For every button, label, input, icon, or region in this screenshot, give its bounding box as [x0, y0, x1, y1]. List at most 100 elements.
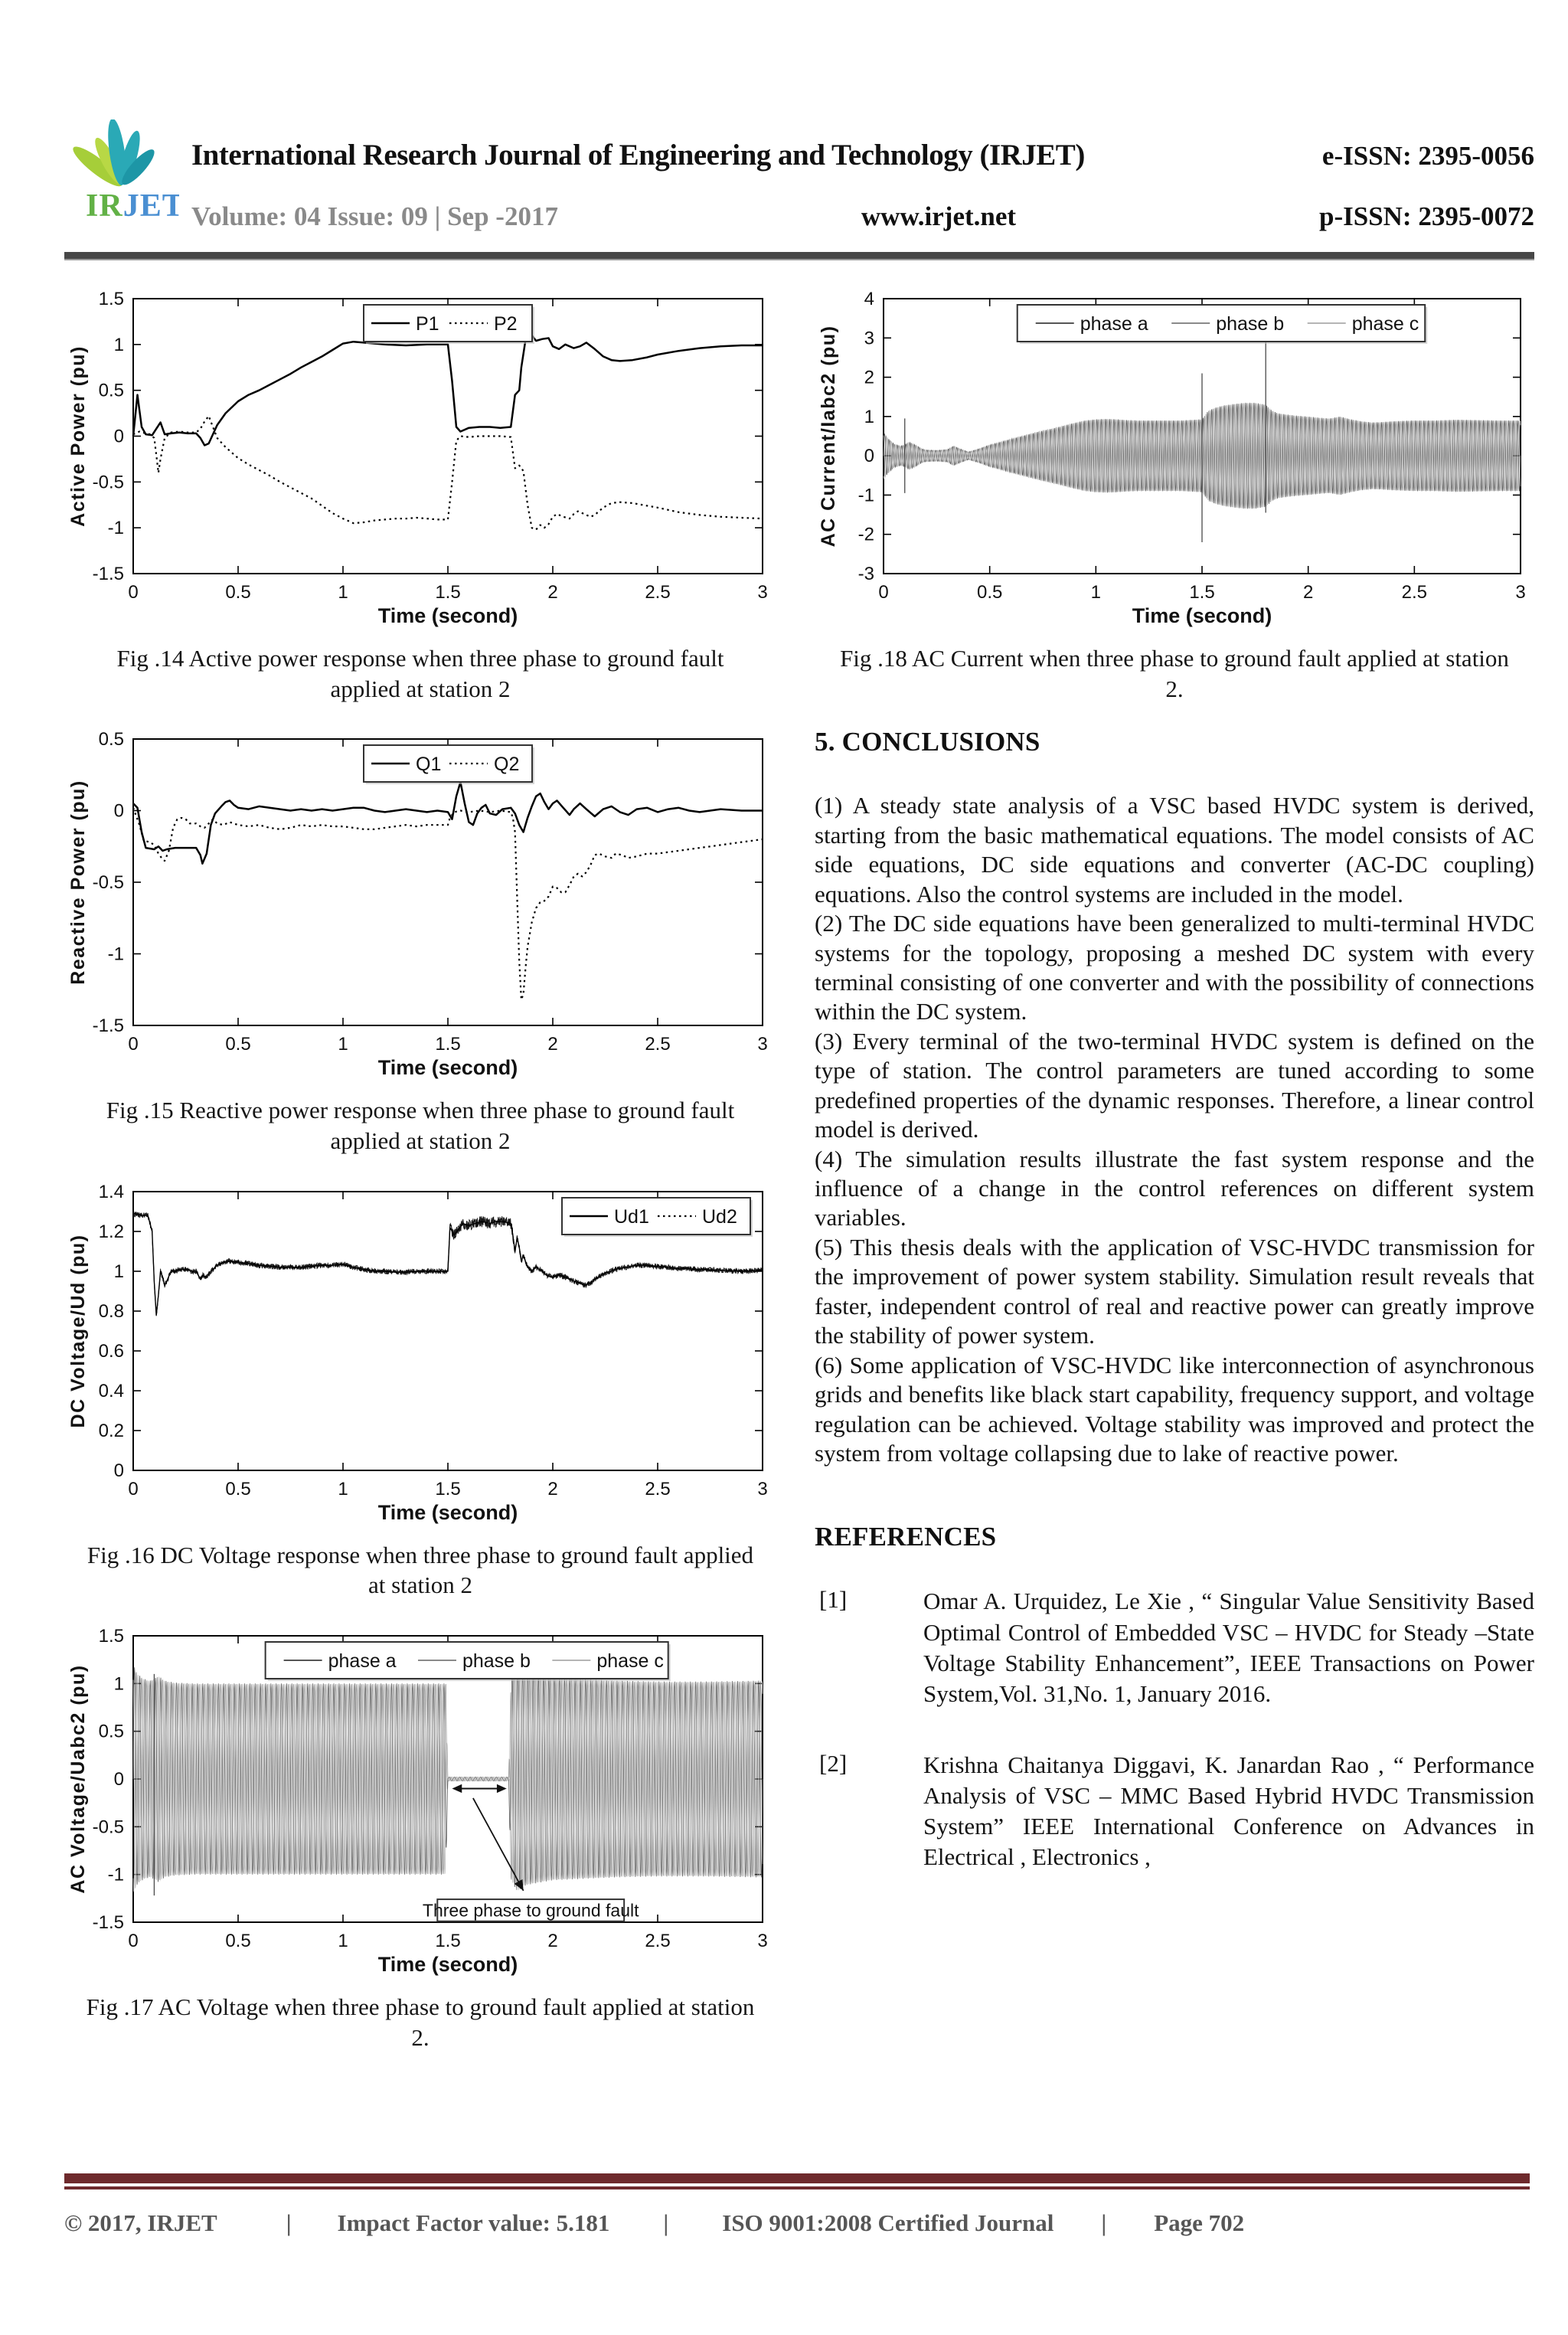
- svg-text:-0.5: -0.5: [93, 872, 124, 893]
- svg-text:0.5: 0.5: [225, 1479, 250, 1499]
- svg-text:0.6: 0.6: [99, 1341, 124, 1362]
- svg-text:0.5: 0.5: [225, 1034, 250, 1055]
- svg-text:2: 2: [547, 582, 557, 603]
- svg-text:Three phase to ground fault: Three phase to ground fault: [423, 1900, 639, 1920]
- svg-text:Ud1: Ud1: [614, 1206, 649, 1228]
- conclusion-paragraph: (5) This thesis deals with the applicati…: [815, 1233, 1534, 1349]
- conclusion-paragraph: (6) Some application of VSC-HVDC like in…: [815, 1351, 1534, 1467]
- svg-text:2.5: 2.5: [645, 1034, 670, 1055]
- svg-text:Time (second): Time (second): [1132, 604, 1272, 627]
- svg-text:0.5: 0.5: [99, 1722, 124, 1742]
- svg-text:0.4: 0.4: [99, 1381, 124, 1401]
- chart-fig15: 0 0.5 1 1.5 2 2.5 3 -1.5 -1 -0.5 0 0.5 Time (second)…: [67, 729, 768, 1079]
- svg-text:phase b: phase b: [462, 1650, 531, 1672]
- svg-text:0.5: 0.5: [99, 729, 124, 750]
- svg-text:phase b: phase b: [1216, 313, 1284, 335]
- svg-text:1: 1: [338, 1931, 348, 1951]
- conclusion-paragraph: (3) Every terminal of the two-terminal H…: [815, 1027, 1534, 1143]
- reference-text: Omar A. Urquidez, Le Xie , “ Singular Va…: [923, 1588, 1534, 1708]
- svg-text:0: 0: [128, 1931, 138, 1951]
- right-column: 0 0.5 1 1.5 2 2.5 3 -3 -2 -1 0 1 2 3 4 Time (second) AC …: [815, 286, 1534, 2075]
- svg-text:2.5: 2.5: [1402, 582, 1427, 603]
- e-issn: e-ISSN: 2395-0056: [1321, 141, 1534, 171]
- figure-caption: Fig .18 AC Current when three phase to g…: [840, 645, 1509, 702]
- svg-text:2: 2: [1303, 582, 1313, 603]
- footer-iso: ISO 9001:2008 Certified Journal: [722, 2209, 1054, 2236]
- ac-current-chart: 0 0.5 1 1.5 2 2.5 3 -3 -2 -1 0 1 2 3 4 Time (second) AC …: [815, 286, 1534, 639]
- svg-text:3: 3: [757, 582, 767, 603]
- svg-text:2: 2: [864, 368, 874, 388]
- header-text-block: International Research Journal of Engine…: [191, 116, 1534, 232]
- svg-text:-1: -1: [108, 944, 124, 965]
- svg-text:-1: -1: [108, 1865, 124, 1885]
- svg-text:0.2: 0.2: [99, 1421, 124, 1441]
- footer-separator: |: [663, 2209, 669, 2236]
- footer-rule-thin: [64, 2186, 1530, 2189]
- journal-website: www.irjet.net: [861, 201, 1017, 231]
- references-heading: REFERENCES: [815, 1522, 997, 1552]
- svg-text:1.5: 1.5: [99, 289, 124, 309]
- figure-caption: Fig .14 Active power response when three…: [116, 645, 724, 702]
- irjet-logo-icon: IRJET: [73, 118, 184, 224]
- page-header: IRJET International Research Journal of …: [64, 116, 1534, 232]
- conclusion-paragraph: (1) A steady state analysis of a VSC bas…: [815, 792, 1534, 908]
- footer-copyright: © 2017, IRJET: [64, 2209, 217, 2236]
- conclusions-heading: 5. CONCLUSIONS: [815, 727, 1040, 757]
- volume-issue: Volume: 04 Issue: 09 | Sep -2017: [191, 201, 558, 231]
- figure-caption: Fig .16 DC Voltage response when three p…: [87, 1541, 754, 1599]
- svg-text:-1.5: -1.5: [93, 1912, 124, 1933]
- svg-text:0: 0: [114, 427, 124, 447]
- svg-text:1.5: 1.5: [435, 582, 460, 603]
- svg-text:Time (second): Time (second): [378, 604, 518, 627]
- svg-text:2: 2: [547, 1931, 557, 1951]
- page-footer: © 2017, IRJET | Impact Factor value: 5.1…: [64, 2173, 1530, 2237]
- svg-text:1: 1: [114, 1261, 124, 1282]
- svg-text:0: 0: [128, 582, 138, 603]
- figure-caption: Fig .15 Reactive power response when thr…: [106, 1097, 735, 1155]
- ac-voltage-chart: 0 0.5 1 1.5 2 2.5 3 -1.5 -1 -0.5 0 0.5 1 1.5 Time (sec…: [64, 1624, 776, 1987]
- svg-text:-1: -1: [858, 485, 874, 505]
- svg-text:Q1: Q1: [416, 754, 441, 775]
- svg-text:-1.5: -1.5: [93, 1015, 124, 1036]
- svg-text:AC Current/Iabc2 (pu): AC Current/Iabc2 (pu): [818, 325, 839, 548]
- svg-text:Time (second): Time (second): [378, 1953, 518, 1976]
- svg-text:AC Voltage/Uabc2 (pu): AC Voltage/Uabc2 (pu): [67, 1664, 89, 1893]
- svg-text:Ud2: Ud2: [702, 1206, 737, 1228]
- svg-text:3: 3: [1515, 582, 1525, 603]
- footer-page-number: Page 702: [1154, 2209, 1245, 2236]
- svg-text:3: 3: [864, 328, 874, 348]
- svg-text:0.5: 0.5: [99, 381, 124, 401]
- reference-item: [1] Omar A. Urquidez, Le Xie , “ Singular…: [815, 1586, 1534, 1709]
- dc-voltage-chart: 0 0.5 1 1.5 2 2.5 3 0 0.2 0.4 0.6 0.8 1 1.2 1.4 Time (s…: [64, 1179, 776, 1535]
- svg-text:1.4: 1.4: [99, 1182, 124, 1202]
- svg-text:0: 0: [114, 801, 124, 822]
- conclusion-paragraph: (2) The DC side equations have been gene…: [815, 910, 1534, 1025]
- svg-text:0.5: 0.5: [225, 1931, 250, 1951]
- svg-text:3: 3: [757, 1034, 767, 1055]
- svg-text:DC Voltage/Ud (pu): DC Voltage/Ud (pu): [67, 1234, 89, 1427]
- journal-title: International Research Journal of Engine…: [191, 139, 1085, 172]
- svg-text:1: 1: [114, 335, 124, 355]
- svg-text:-0.5: -0.5: [93, 472, 124, 492]
- svg-text:phase a: phase a: [328, 1650, 397, 1672]
- active-power-chart: 0 0.5 1 1.5 2 2.5 3 -1.5 -1 -0.5 0 0.5 1 1.5 Time (sec…: [64, 286, 776, 639]
- svg-text:phase c: phase c: [596, 1650, 664, 1672]
- figure-fig16: 0 0.5 1 1.5 2 2.5 3 0 0.2 0.4 0.6 0.8 1 1.2 1.4 Time (s…: [64, 1179, 776, 1601]
- svg-text:3: 3: [757, 1931, 767, 1951]
- svg-text:1: 1: [338, 1479, 348, 1499]
- svg-text:-1: -1: [108, 518, 124, 538]
- figure-fig15: 0 0.5 1 1.5 2 2.5 3 -1.5 -1 -0.5 0 0.5 Time (second)…: [64, 727, 776, 1156]
- svg-text:2: 2: [547, 1479, 557, 1499]
- svg-text:0.5: 0.5: [225, 582, 250, 603]
- chart-fig16: 0 0.5 1 1.5 2 2.5 3 0 0.2 0.4 0.6 0.8 1 1.2 1.4 Time (s…: [67, 1182, 768, 1524]
- svg-text:0: 0: [864, 446, 874, 466]
- svg-text:-2: -2: [858, 525, 874, 545]
- svg-text:P2: P2: [494, 313, 518, 335]
- svg-text:0: 0: [128, 1034, 138, 1055]
- logo-text-ir: IR: [86, 188, 123, 224]
- reactive-power-chart: 0 0.5 1 1.5 2 2.5 3 -1.5 -1 -0.5 0 0.5 Time (second)…: [64, 727, 776, 1091]
- header-divider: [64, 252, 1534, 260]
- svg-text:Time (second): Time (second): [378, 1056, 518, 1079]
- logo-text-jet: JET: [123, 188, 179, 224]
- journal-page: IRJET International Research Journal of …: [0, 116, 1568, 2236]
